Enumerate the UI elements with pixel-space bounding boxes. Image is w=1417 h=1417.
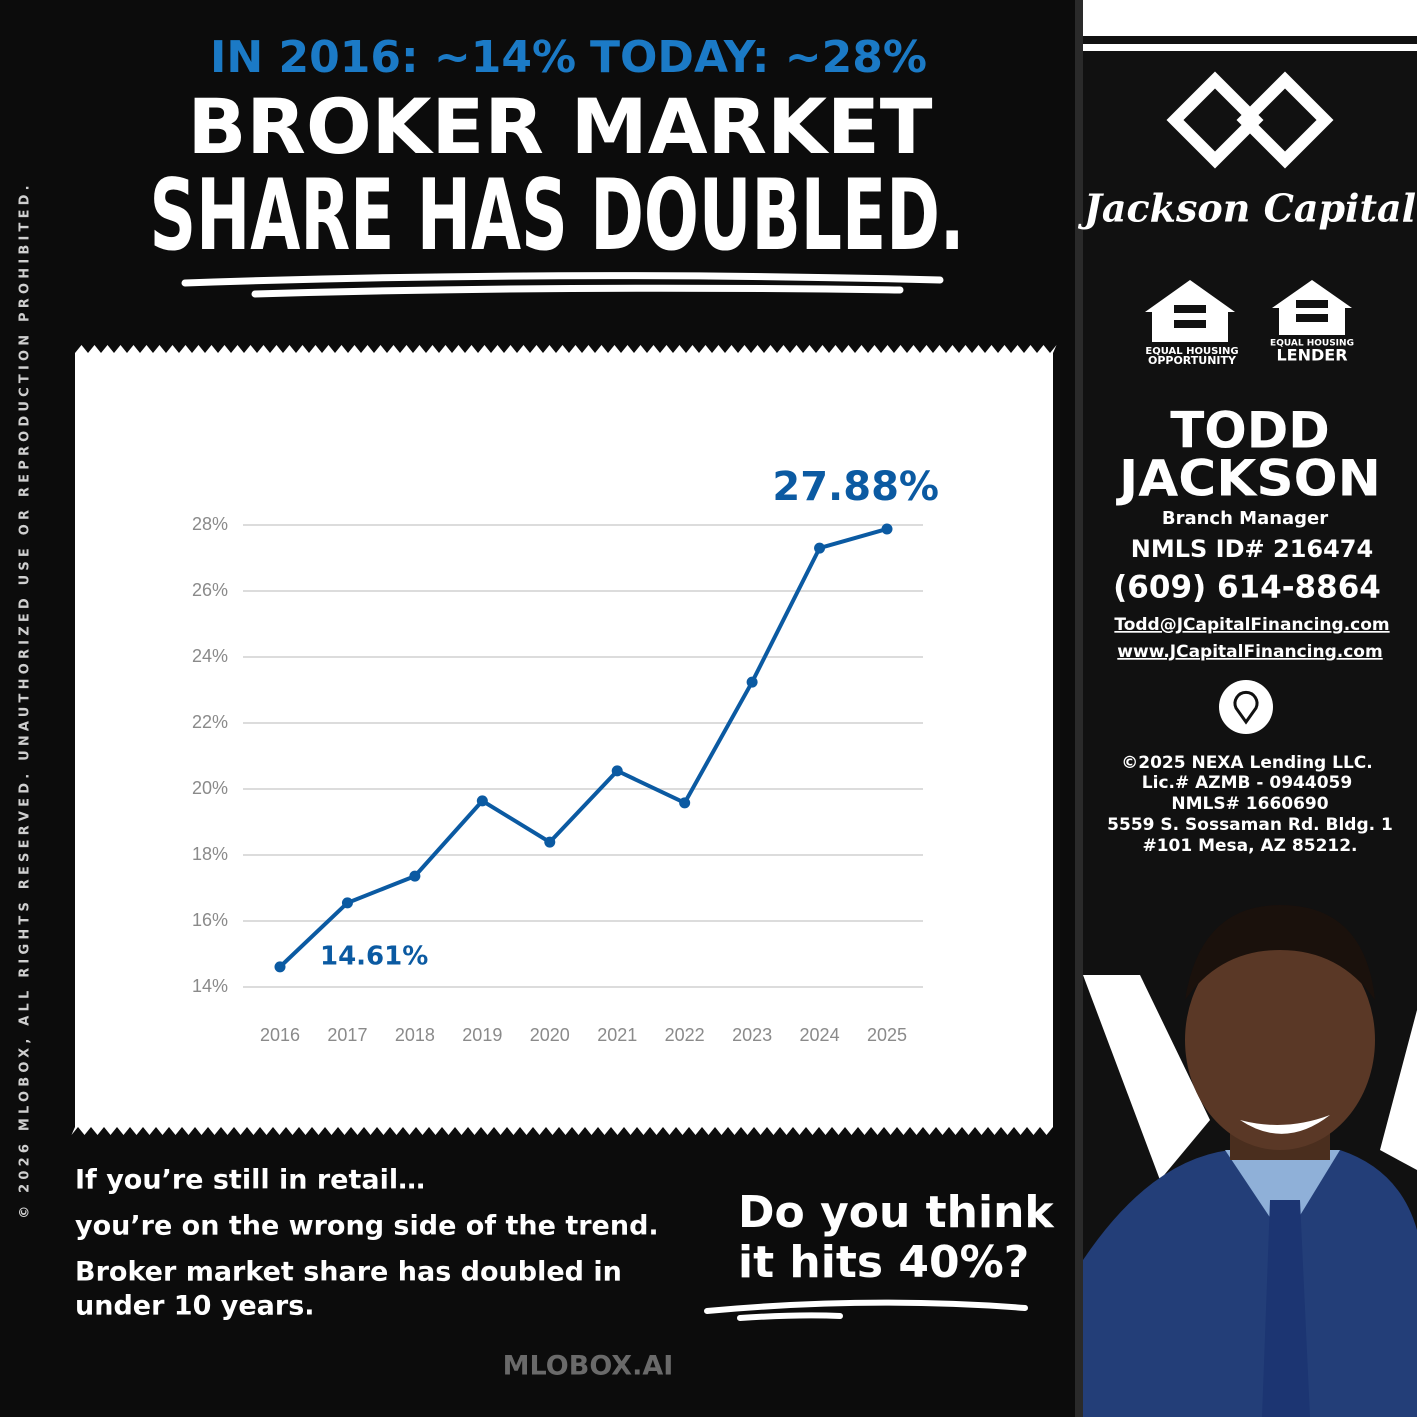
stat-today: TODAY: ~28% bbox=[590, 32, 927, 83]
y-tick-label: 18% bbox=[192, 844, 228, 864]
body-line: under 10 years. bbox=[75, 1291, 315, 1322]
body-line: Broker market share has doubled in bbox=[75, 1257, 622, 1288]
brand: Jackson Capital bbox=[1078, 186, 1416, 231]
x-tick-label: 2019 bbox=[462, 1025, 502, 1045]
contact: TODD JACKSON Branch Manager NMLS ID# 216… bbox=[1107, 402, 1393, 857]
top-rule bbox=[1083, 44, 1417, 51]
watermark: MLOBOX.AI bbox=[503, 1351, 674, 1382]
data-label: 27.88% bbox=[772, 464, 939, 510]
x-tick-label: 2023 bbox=[732, 1025, 772, 1045]
data-point bbox=[544, 836, 556, 848]
y-tick-label: 14% bbox=[192, 976, 228, 996]
license: NMLS# 1660690 bbox=[1171, 794, 1328, 814]
badge-text: OPPORTUNITY bbox=[1148, 354, 1237, 367]
y-tick-label: 26% bbox=[192, 580, 228, 600]
data-point bbox=[881, 523, 893, 535]
chart: 14% 16% 18% 20% 22% 24% 26% 28% 2016 2017 2018 2019… bbox=[192, 464, 939, 1045]
pin-icon bbox=[1219, 680, 1273, 734]
top-band bbox=[1083, 0, 1417, 36]
x-tick-label: 2021 bbox=[597, 1025, 637, 1045]
data-point bbox=[746, 676, 758, 688]
badges: EQUAL HOUSING OPPORTUNITY EQUAL HOUSING … bbox=[1145, 280, 1354, 367]
x-tick-label: 2024 bbox=[800, 1025, 840, 1045]
data-point bbox=[274, 961, 286, 973]
license: ©2025 NEXA Lending LLC. bbox=[1121, 753, 1373, 773]
question-line: Do you think bbox=[738, 1187, 1055, 1238]
portrait bbox=[1083, 905, 1417, 1417]
line-series bbox=[278, 527, 888, 969]
data-point bbox=[679, 797, 691, 809]
x-tick-label: 2022 bbox=[665, 1025, 705, 1045]
data-point bbox=[476, 795, 488, 807]
y-tick-label: 22% bbox=[192, 712, 228, 732]
website[interactable]: www.JCapitalFinancing.com bbox=[1117, 642, 1382, 662]
question-line: it hits 40%? bbox=[738, 1237, 1029, 1288]
title-line-2: SHARE HAS DOUBLED. bbox=[150, 159, 965, 273]
y-tick-label: 28% bbox=[192, 514, 228, 534]
title-line-1: BROKER MARKET bbox=[188, 82, 933, 171]
y-tick-label: 24% bbox=[192, 646, 228, 666]
x-tick-label: 2020 bbox=[530, 1025, 570, 1045]
data-point bbox=[409, 870, 421, 882]
brush-underline bbox=[704, 1299, 1028, 1321]
role: Branch Manager bbox=[1162, 508, 1328, 529]
sidebar: Jackson Capital EQUAL HOUSING OPPORTUNIT… bbox=[1075, 0, 1417, 1417]
chart-panel bbox=[71, 345, 1057, 1135]
x-tick-label: 2018 bbox=[395, 1025, 435, 1045]
badge-text: EQUAL HOUSING bbox=[1270, 339, 1354, 349]
stat-2016: IN 2016: ~14% bbox=[210, 32, 576, 83]
pin-shape bbox=[1233, 690, 1259, 725]
logo bbox=[1166, 71, 1334, 169]
badge-text: LENDER bbox=[1276, 346, 1347, 365]
x-tick-label: 2025 bbox=[867, 1025, 907, 1045]
name: TODD bbox=[1170, 402, 1330, 460]
body-line: If you’re still in retail… bbox=[75, 1165, 425, 1196]
body-text: If you’re still in retail… you’re on the… bbox=[75, 1165, 659, 1322]
x-tick-label: 2017 bbox=[327, 1025, 367, 1045]
license: 5559 S. Sossaman Rd. Bldg. 1 bbox=[1107, 815, 1393, 835]
license: Lic.# AZMB - 0944059 bbox=[1142, 773, 1352, 793]
data-point bbox=[611, 765, 623, 777]
name: JACKSON bbox=[1116, 450, 1381, 508]
data-label: 14.61% bbox=[320, 941, 428, 971]
brush-underline bbox=[181, 272, 944, 298]
body-line: you’re on the wrong side of the trend. bbox=[75, 1211, 659, 1242]
copyright: © 2026 MLOBOX, ALL RIGHTS RESERVED. UNAU… bbox=[18, 181, 33, 1219]
nmls: NMLS ID# 216474 bbox=[1131, 535, 1373, 563]
data-point bbox=[814, 542, 826, 554]
x-tick-label: 2016 bbox=[260, 1025, 300, 1045]
data-point bbox=[341, 897, 353, 909]
y-tick-label: 16% bbox=[192, 910, 228, 930]
badge-text: EQUAL HOUSING bbox=[1145, 346, 1238, 357]
email[interactable]: Todd@JCapitalFinancing.com bbox=[1114, 615, 1389, 635]
y-tick-label: 20% bbox=[192, 778, 228, 798]
divider bbox=[1075, 0, 1083, 1417]
license: #101 Mesa, AZ 85212. bbox=[1142, 836, 1357, 856]
phone: (609) 614-8864 bbox=[1113, 570, 1381, 606]
